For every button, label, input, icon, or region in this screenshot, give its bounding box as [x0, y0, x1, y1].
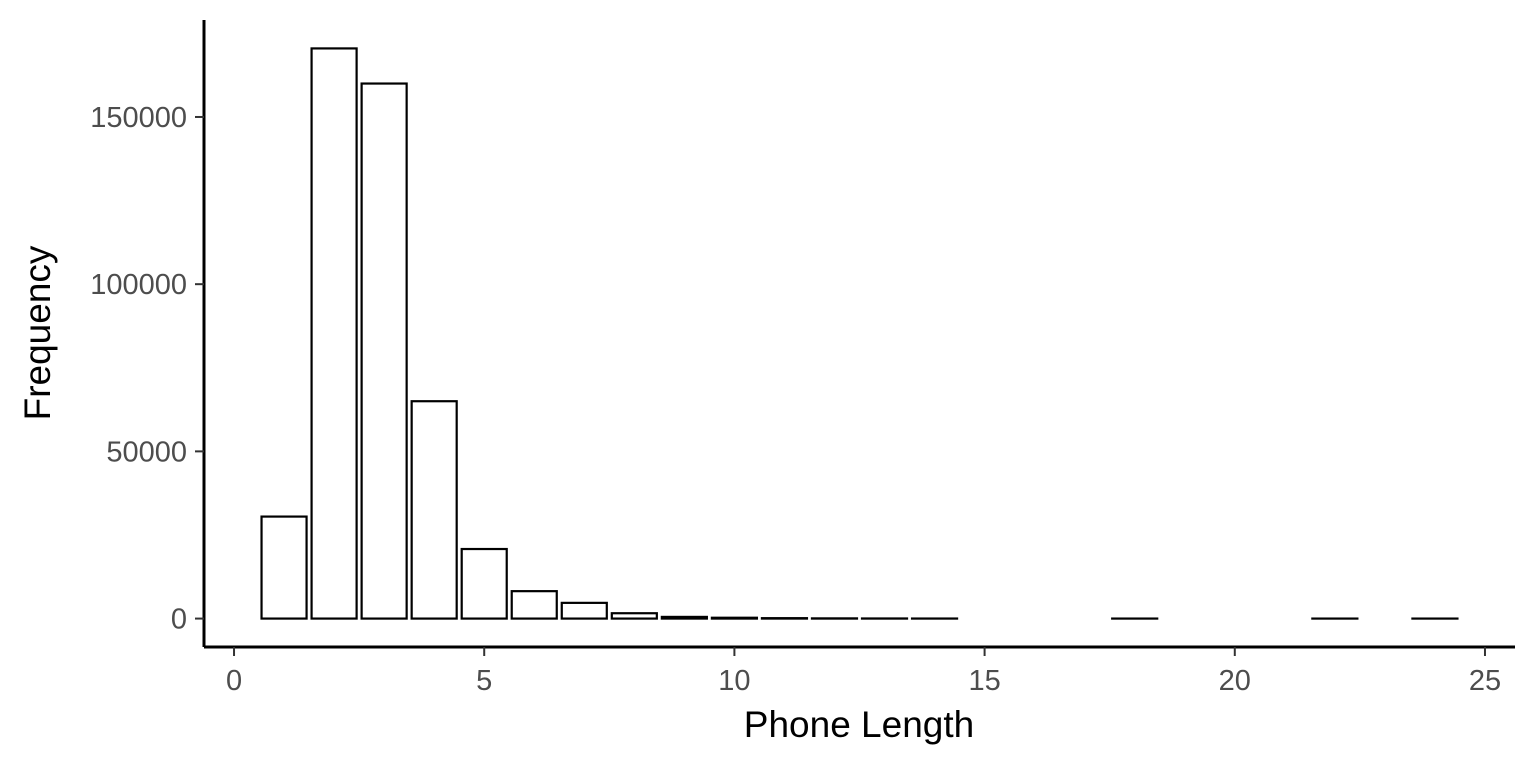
histogram-bar	[510, 590, 558, 620]
y-tick-label: 0	[171, 604, 187, 636]
x-tick-label: 0	[226, 665, 242, 697]
x-axis-ticks: 0 5 10 15 20 25	[226, 647, 1501, 697]
x-axis-title: Phone Length	[744, 704, 974, 745]
histogram-bar	[560, 601, 608, 620]
x-tick-label: 25	[1469, 665, 1501, 697]
y-tick-label: 150000	[90, 102, 187, 134]
x-tick-label: 10	[718, 665, 750, 697]
histogram-bar	[410, 400, 458, 620]
y-axis-title: Frequency	[17, 245, 58, 420]
histogram-bar	[710, 616, 759, 620]
histogram-bar	[360, 82, 408, 620]
x-tick-label: 5	[476, 665, 492, 697]
histogram-bar	[310, 47, 358, 620]
y-tick-label: 100000	[90, 269, 187, 301]
x-tick-label: 15	[968, 665, 1000, 697]
histogram-bar	[610, 612, 658, 620]
x-tick-label: 20	[1219, 665, 1251, 697]
histogram-bar	[260, 515, 308, 620]
bars-group	[260, 47, 1459, 620]
histogram-bar	[660, 615, 708, 620]
y-tick-label: 50000	[106, 436, 187, 468]
y-axis-ticks: 0 50000 100000 150000	[90, 102, 204, 636]
histogram-bar	[460, 547, 508, 620]
